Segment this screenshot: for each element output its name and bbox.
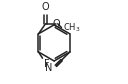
- Text: N: N: [45, 63, 53, 73]
- Text: CH$_3$: CH$_3$: [63, 22, 81, 34]
- Text: O: O: [42, 2, 49, 12]
- Text: F: F: [44, 59, 49, 69]
- Text: O: O: [52, 19, 60, 29]
